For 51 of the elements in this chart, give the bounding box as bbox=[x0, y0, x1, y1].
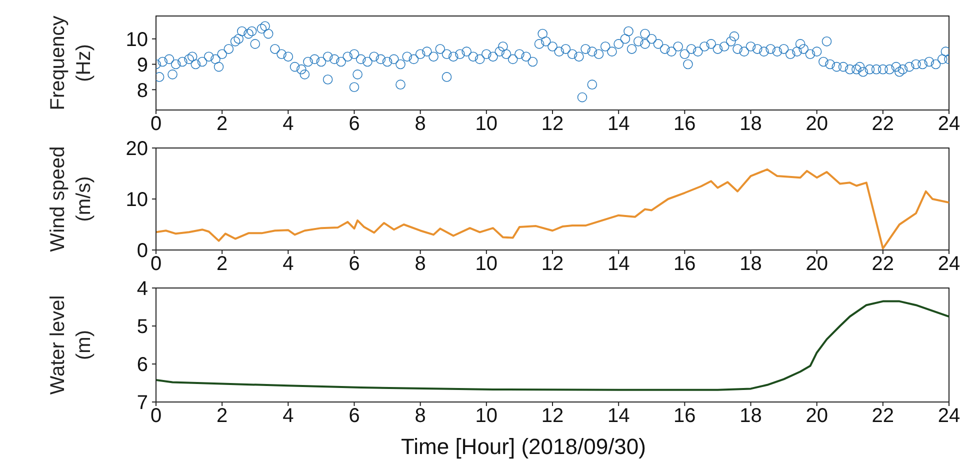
x-tick-label: 10 bbox=[475, 253, 498, 276]
x-tick-label: 8 bbox=[414, 405, 426, 428]
x-tick-label: 18 bbox=[740, 405, 762, 428]
x-tick-label: 24 bbox=[938, 405, 960, 428]
x-tick-label: 8 bbox=[414, 253, 426, 276]
x-tick-label: 8 bbox=[414, 113, 426, 136]
x-tick-label: 24 bbox=[938, 253, 960, 276]
x-tick-label: 4 bbox=[282, 405, 294, 428]
x-tick-label: 12 bbox=[541, 113, 564, 136]
y-tick-label: 10 bbox=[126, 189, 148, 212]
x-tick-label: 20 bbox=[806, 253, 828, 276]
y-tick-label: 9 bbox=[136, 54, 148, 76]
y-tick-label: 10 bbox=[126, 28, 148, 51]
x-tick-label: 2 bbox=[216, 113, 228, 136]
y-tick-label: 8 bbox=[136, 80, 148, 102]
x-tick-label: 12 bbox=[541, 253, 564, 276]
x-tick-label: 10 bbox=[475, 405, 498, 428]
x-tick-label: 4 bbox=[282, 113, 294, 136]
x-axis-title: Time [Hour] (2018/09/30) bbox=[401, 434, 646, 459]
x-tick-label: 2 bbox=[216, 405, 228, 428]
x-tick-label: 16 bbox=[674, 405, 696, 428]
line-series bbox=[156, 300, 949, 391]
x-tick-label: 16 bbox=[674, 113, 696, 136]
x-tick-label: 10 bbox=[475, 113, 498, 136]
x-tick-label: 20 bbox=[806, 113, 828, 136]
x-tick-label: 4 bbox=[282, 253, 294, 276]
y-tick-label: 20 bbox=[126, 138, 148, 160]
x-tick-label: 12 bbox=[541, 405, 564, 428]
x-tick-label: 22 bbox=[872, 253, 894, 276]
x-tick-label: 22 bbox=[872, 405, 894, 428]
x-tick-label: 20 bbox=[806, 405, 828, 428]
y-axis-title: Frequency (Hz) bbox=[47, 16, 95, 110]
x-tick-label: 14 bbox=[607, 405, 630, 428]
x-tick-label: 22 bbox=[872, 113, 894, 136]
x-tick-label: 6 bbox=[348, 253, 360, 276]
x-tick-label: 16 bbox=[674, 253, 696, 276]
x-tick-label: 6 bbox=[348, 113, 360, 136]
y-tick-label: 7 bbox=[136, 392, 148, 414]
line-series bbox=[156, 168, 949, 250]
y-tick-label: 6 bbox=[136, 354, 148, 376]
x-tick-label: 14 bbox=[607, 113, 630, 136]
x-tick-label: 18 bbox=[740, 113, 762, 136]
x-tick-label: 2 bbox=[216, 253, 228, 276]
x-tick-label: 18 bbox=[740, 253, 762, 276]
x-tick-label: 6 bbox=[348, 405, 360, 428]
y-tick-label: 4 bbox=[136, 278, 148, 300]
y-axis-title: Wind speed (m/s) bbox=[47, 146, 95, 252]
x-tick-label: 14 bbox=[607, 253, 630, 276]
y-axis-title: Water level (m) bbox=[47, 295, 95, 395]
y-tick-label: 5 bbox=[136, 316, 148, 338]
x-tick-label: 24 bbox=[938, 113, 960, 136]
